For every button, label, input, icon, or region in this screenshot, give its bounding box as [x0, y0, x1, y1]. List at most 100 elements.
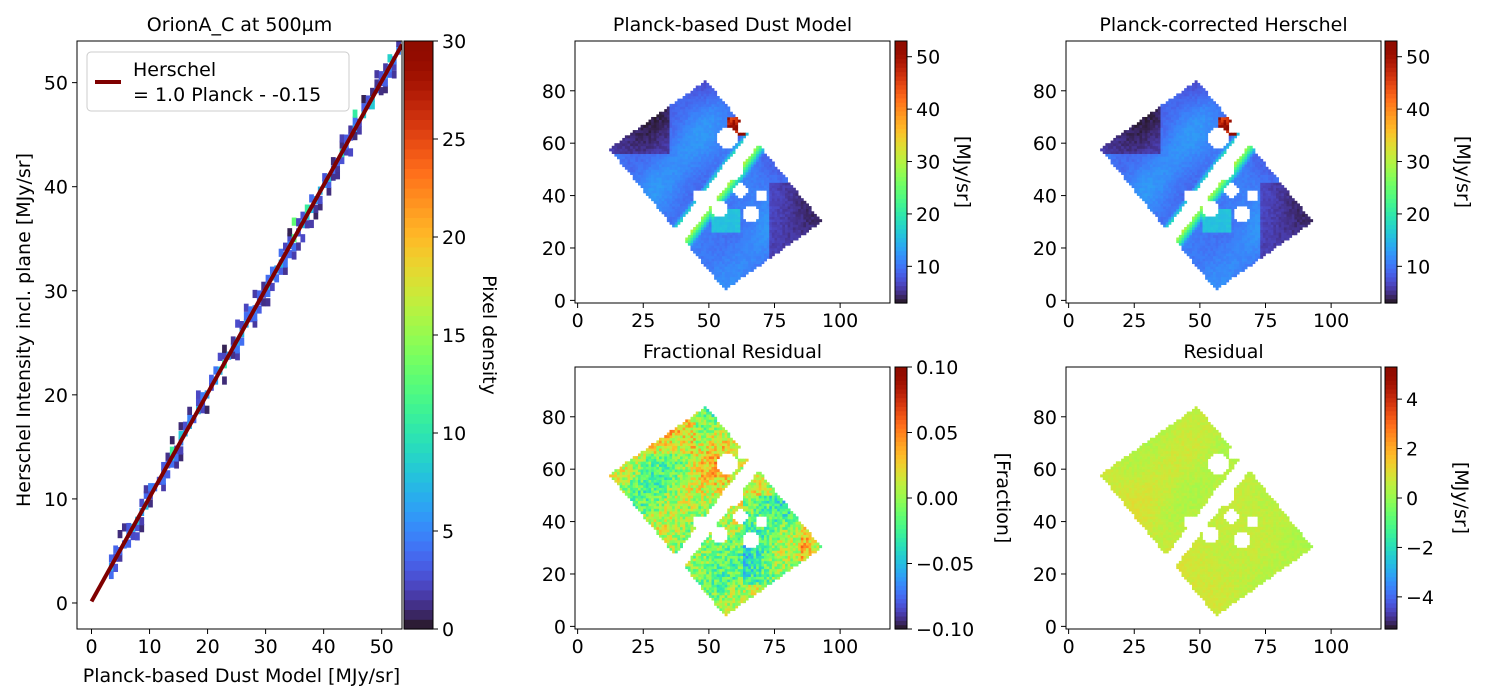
map-pixel — [754, 251, 757, 254]
map-pixel — [1174, 109, 1177, 112]
map-pixel — [667, 177, 670, 180]
map-pixel — [1179, 209, 1182, 212]
map-pixel — [1155, 175, 1158, 178]
map-pixel — [1216, 198, 1219, 201]
map-pixel — [672, 112, 675, 115]
map-pixel — [1147, 120, 1150, 123]
map-pixel — [714, 156, 717, 159]
map-pixel — [1192, 261, 1195, 264]
map-pixel — [1174, 156, 1177, 159]
map-pixel — [1179, 190, 1182, 193]
map-pixel — [735, 127, 738, 130]
map-pixel — [1224, 266, 1227, 269]
map-pixel — [1174, 164, 1177, 167]
map-pixel — [754, 248, 757, 251]
map-pixel — [1192, 169, 1195, 172]
map-pixel — [1116, 154, 1119, 157]
map-pixel — [1147, 185, 1150, 188]
map-pixel — [712, 272, 715, 275]
map-pixel — [775, 169, 778, 172]
map-pixel — [664, 203, 667, 206]
map-pixel — [798, 203, 801, 206]
map-pixel — [719, 196, 722, 199]
map-pixel — [1208, 253, 1211, 256]
map-pixel — [777, 177, 780, 180]
map-pixel — [1142, 138, 1145, 141]
map-pixel — [656, 151, 659, 154]
map-pixel — [680, 190, 683, 193]
map-pixel — [785, 201, 788, 204]
map-pixel — [788, 201, 791, 204]
map-pixel — [1218, 256, 1221, 259]
map-pixel — [675, 107, 678, 110]
map-pixel — [1210, 282, 1213, 285]
map-pixel — [672, 135, 675, 138]
x-tick-label: 40 — [312, 636, 336, 658]
map-pixel — [688, 240, 691, 243]
map-pixel — [743, 206, 746, 209]
map-pixel — [1229, 224, 1232, 227]
map-pixel — [709, 256, 712, 259]
map-pixel — [1140, 154, 1143, 157]
map-pixel — [748, 182, 751, 185]
map-pixel — [1192, 83, 1195, 86]
map-pixel — [740, 258, 743, 261]
map-pixel — [1150, 196, 1153, 199]
map-pixel — [714, 112, 717, 115]
map-pixel — [748, 188, 751, 191]
map-pixel — [1147, 182, 1150, 185]
map-pixel — [698, 101, 701, 104]
map-pixel — [782, 193, 785, 196]
map-pixel — [722, 253, 725, 256]
map-pixel — [709, 125, 712, 128]
map-pixel — [1192, 240, 1195, 243]
map-pixel — [1158, 156, 1161, 159]
map-pixel — [1195, 261, 1198, 264]
map-pixel — [664, 177, 667, 180]
map-pixel — [709, 230, 712, 233]
chart-title: OrionA_C at 500µm — [147, 14, 333, 36]
map-pixel — [1137, 151, 1140, 154]
map-pixel — [651, 172, 654, 175]
map-pixel — [1126, 156, 1129, 159]
map-pixel — [701, 109, 704, 112]
map-pixel — [790, 230, 793, 233]
map-pixel — [735, 214, 738, 217]
map-pixel — [675, 222, 678, 225]
map-pixel — [1205, 269, 1208, 272]
map-pixel — [1155, 209, 1158, 212]
x-tick-label: 75 — [762, 310, 786, 332]
density-cell — [287, 228, 292, 236]
map-pixel — [1195, 86, 1198, 89]
map-pixel — [1197, 112, 1200, 115]
map-pixel — [719, 193, 722, 196]
map-pixel — [748, 264, 751, 267]
map-pixel — [701, 238, 704, 241]
map-pixel — [683, 101, 686, 104]
map-pixel — [685, 182, 688, 185]
map-pixel — [1184, 169, 1187, 172]
map-pixel — [730, 224, 733, 227]
map-pixel — [664, 196, 667, 199]
map-pixel — [1158, 120, 1161, 123]
map-pixel — [1132, 169, 1135, 172]
map-pixel — [641, 169, 644, 172]
map-pixel — [691, 164, 694, 167]
map-pixel — [725, 117, 728, 120]
map-pixel — [1205, 143, 1208, 146]
colorbar-segment — [895, 102, 907, 107]
map-pixel — [1184, 104, 1187, 107]
map-pixel — [643, 130, 646, 133]
map-pixel — [670, 109, 673, 112]
colorbar-segment — [895, 41, 907, 46]
map-pixel — [1213, 232, 1216, 235]
map-pixel — [788, 211, 791, 214]
map-pixel — [1195, 112, 1198, 115]
map-pixel — [790, 203, 793, 206]
map-pixel — [733, 245, 736, 248]
map-pixel — [709, 88, 712, 91]
colorbar-tick-label: 30 — [442, 31, 466, 53]
map-pixel — [717, 167, 720, 170]
map-pixel — [1224, 206, 1227, 209]
map-pixel — [746, 164, 749, 167]
